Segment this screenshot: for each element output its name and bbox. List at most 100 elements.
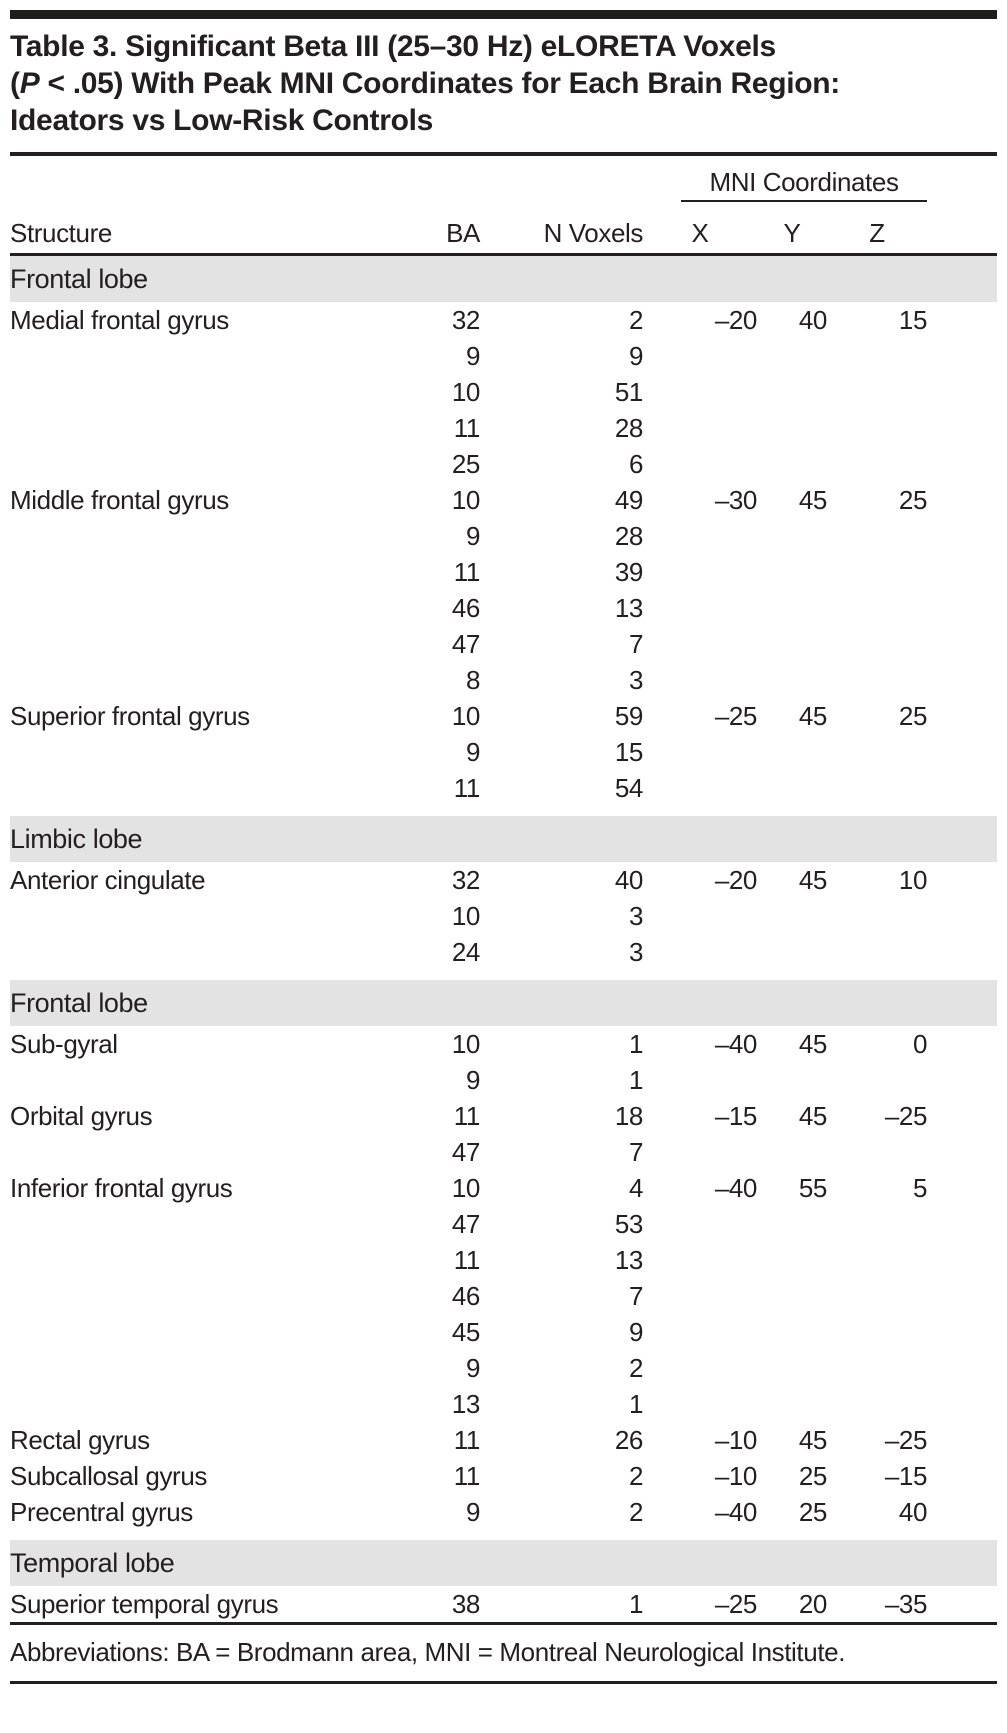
table-row: Subcallosal gyrus 11 2 –10 25 –15 [10,1458,997,1494]
nvoxels-cell: 1 [628,1589,643,1619]
table-row: 13 1 [10,1386,997,1422]
x-cell [643,662,757,698]
y-cell: 20 [798,1589,828,1619]
z-cell [827,590,927,626]
empty-header-cell [10,156,643,202]
ba-cell: 11 [453,773,481,803]
structure-cell [10,374,370,410]
structure-cell [10,554,370,590]
title-line-2-pre: ( [10,67,20,100]
spacer-cell [927,410,997,446]
structure-cell [10,1242,370,1278]
z-cell: –35 [884,1589,928,1619]
table-title: Table 3. Significant Beta III (25–30 Hz)… [10,28,997,139]
x-cell [643,1278,757,1314]
y-cell: 55 [798,1173,828,1203]
ba-cell: 11 [453,1425,481,1455]
x-cell [643,518,757,554]
nvoxels-cell: 26 [614,1425,644,1455]
spacer-cell [927,1026,997,1062]
z-cell [827,662,927,698]
ba-cell: 46 [451,1281,481,1311]
z-cell [827,338,927,374]
z-cell: 5 [912,1173,928,1203]
x-cell [643,934,757,975]
x-cell: –15 [714,1101,758,1131]
ba-cell: 47 [451,1137,481,1167]
spacer-cell [927,698,997,734]
spacer-header-cell [927,156,997,202]
structure-cell [10,934,370,975]
column-header-row: Structure BA N Voxels X Y Z [10,202,998,256]
x-cell [643,1314,757,1350]
y-cell [757,1350,827,1386]
structure-cell [10,662,370,698]
ba-cell: 24 [451,937,481,967]
ba-cell: 9 [465,1353,480,1383]
y-cell [757,1386,827,1422]
table-row: 10 51 [10,374,997,410]
structure-cell [10,1062,370,1098]
structure-cell [10,1206,370,1242]
top-rule [10,10,997,19]
z-cell: –25 [884,1101,928,1131]
spacer-cell [927,1134,997,1170]
spacer-cell [927,1170,997,1206]
ba-cell: 9 [465,737,480,767]
ba-cell: 11 [453,413,481,443]
ba-cell: 46 [451,593,481,623]
z-cell: 25 [898,485,928,515]
ba-cell: 10 [451,701,481,731]
ba-cell: 11 [453,557,481,587]
table-row: Superior frontal gyrus 10 59 –25 45 25 [10,698,997,734]
nvoxels-cell: 6 [628,449,643,479]
title-line-1: Table 3. Significant Beta III (25–30 Hz)… [10,30,776,63]
x-cell: –40 [714,1497,758,1527]
spacer-cell [927,862,997,898]
section-header-label: Frontal lobe [10,970,998,1026]
z-cell [827,374,927,410]
ba-cell: 38 [451,1589,481,1619]
z-cell [827,934,927,975]
z-cell: 10 [898,865,928,895]
table-row: Superior temporal gyrus 38 1 –25 20 –35 [10,1586,997,1622]
nvoxels-cell: 3 [628,937,643,967]
title-line-2-post: < .05) With Peak MNI Coordinates for Eac… [39,67,840,100]
ba-cell: 11 [453,1245,481,1275]
y-cell [757,734,827,770]
nvoxels-cell: 2 [628,305,643,335]
table-row: Middle frontal gyrus 10 49 –30 45 25 [10,482,997,518]
z-cell [827,446,927,482]
structure-cell [10,446,370,482]
z-cell [827,1278,927,1314]
table-row: 24 3 [10,934,997,975]
spacer-cell [927,554,997,590]
spacer-cell [927,590,997,626]
ba-cell: 9 [465,521,480,551]
table-row: Inferior frontal gyrus 10 4 –40 55 5 [10,1170,997,1206]
ba-cell: 10 [451,1173,481,1203]
table-row: 45 9 [10,1314,997,1350]
spacer-cell [927,1062,997,1098]
spacer-cell [927,1586,997,1622]
y-cell [757,374,827,410]
ba-cell: 32 [451,865,481,895]
table-row: 46 13 [10,590,997,626]
table-row: 11 39 [10,554,997,590]
y-cell [757,590,827,626]
y-cell: 40 [798,305,828,335]
x-cell [643,1206,757,1242]
ba-cell: 13 [451,1389,481,1419]
ba-cell: 10 [451,901,481,931]
ba-cell: 8 [465,665,480,695]
x-cell: –40 [714,1173,758,1203]
nvoxels-cell: 18 [614,1101,644,1131]
y-cell: 45 [798,865,828,895]
ba-cell: 10 [451,485,481,515]
structure-cell: Orbital gyrus [10,1101,153,1131]
structure-cell [10,1314,370,1350]
table-row: 47 7 [10,1134,997,1170]
mni-group-header-row: MNI Coordinates [10,156,997,202]
nvoxels-cell: 39 [614,557,644,587]
